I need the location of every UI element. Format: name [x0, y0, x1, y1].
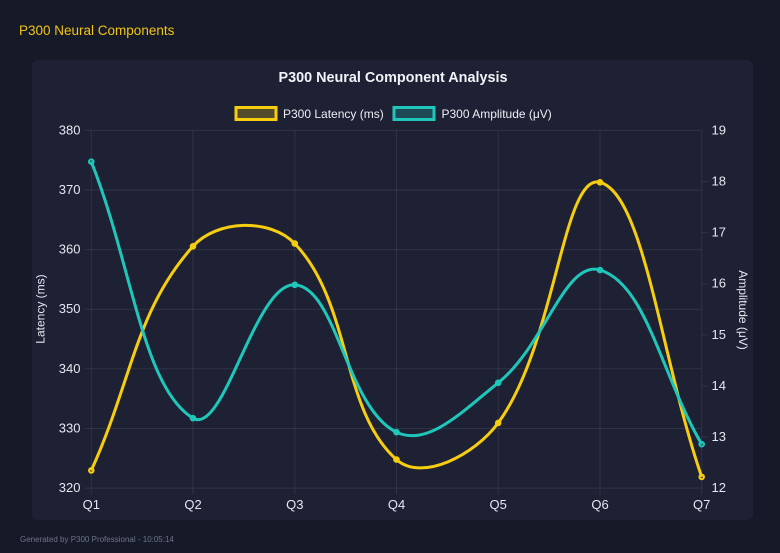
svg-text:Q2: Q2	[184, 497, 201, 512]
svg-text:Q4: Q4	[388, 497, 405, 512]
svg-text:17: 17	[712, 225, 726, 240]
svg-text:Q3: Q3	[286, 497, 303, 512]
svg-text:15: 15	[712, 327, 726, 342]
svg-text:360: 360	[59, 242, 81, 257]
svg-text:380: 380	[59, 122, 81, 137]
svg-text:18: 18	[712, 174, 726, 189]
svg-text:P300 Neural Component Analysis: P300 Neural Component Analysis	[279, 70, 508, 86]
svg-text:Latency (ms): Latency (ms)	[34, 274, 48, 343]
svg-text:370: 370	[59, 182, 81, 197]
svg-text:340: 340	[59, 361, 81, 376]
svg-text:Q1: Q1	[83, 497, 100, 512]
svg-text:12: 12	[712, 480, 726, 495]
svg-text:Q6: Q6	[591, 497, 608, 512]
svg-text:330: 330	[59, 421, 81, 436]
svg-text:320: 320	[59, 480, 81, 495]
svg-text:13: 13	[712, 429, 726, 444]
svg-text:16: 16	[712, 276, 726, 291]
svg-text:P300 Amplitude (μV): P300 Amplitude (μV)	[442, 107, 552, 121]
svg-text:P300 Latency (ms): P300 Latency (ms)	[283, 107, 384, 121]
svg-text:Amplitude (μV): Amplitude (μV)	[736, 270, 750, 350]
svg-text:350: 350	[59, 301, 81, 316]
svg-text:14: 14	[712, 378, 726, 393]
svg-text:19: 19	[712, 122, 726, 137]
svg-text:Q5: Q5	[490, 497, 507, 512]
svg-text:Q7: Q7	[693, 497, 710, 512]
